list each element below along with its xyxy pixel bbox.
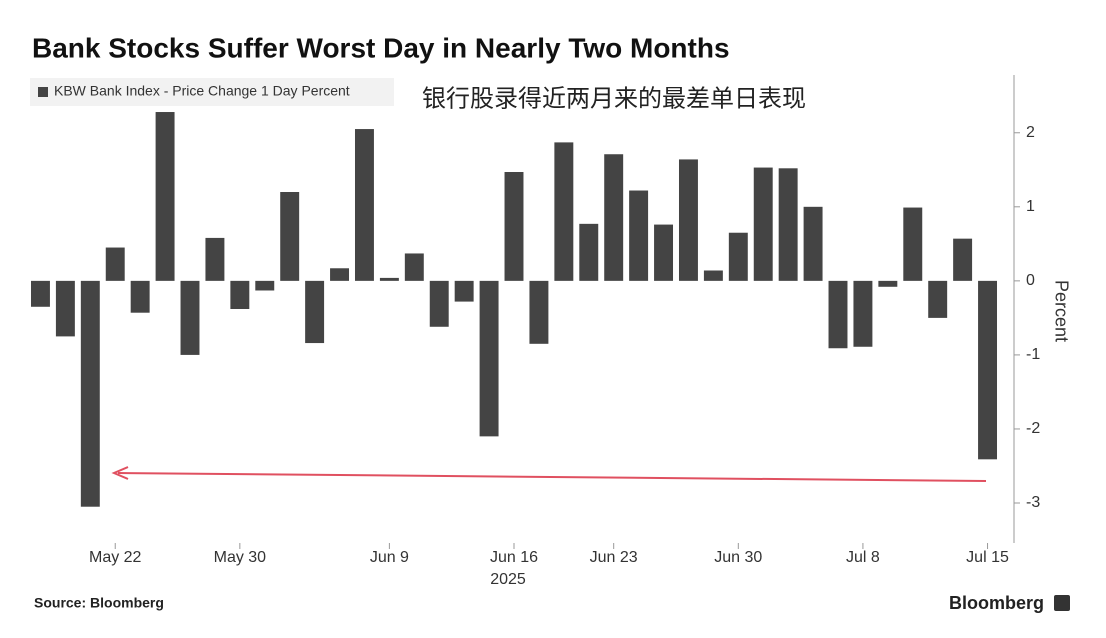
bar [953, 238, 973, 281]
arrow [117, 472, 987, 482]
x-tick-label: May 22 [89, 549, 142, 566]
bar [354, 129, 374, 281]
chart-title: Bank Stocks Suffer Worst Day in Nearly T… [32, 32, 730, 63]
bar [703, 270, 723, 281]
x-tick-label: Jul 8 [846, 549, 880, 566]
bar [479, 280, 499, 437]
x-tick-label: May 30 [214, 549, 267, 566]
y-axis-label: Percent [1051, 280, 1071, 342]
x-tick-label: Jun 23 [590, 549, 638, 566]
bar [305, 280, 325, 344]
bar [404, 253, 424, 281]
bar [280, 192, 300, 281]
y-tick-label: 0 [1026, 272, 1035, 289]
legend-label: KBW Bank Index - Price Change 1 Day Perc… [54, 83, 350, 99]
bar [155, 112, 175, 281]
bar [678, 159, 698, 281]
y-tick-label: -3 [1026, 494, 1040, 511]
bar [30, 280, 50, 307]
bar [753, 167, 773, 281]
y-tick-label: -1 [1026, 346, 1040, 363]
bar [903, 207, 923, 281]
brand-icon [1054, 595, 1070, 611]
bar [853, 280, 873, 347]
bar [579, 223, 599, 281]
bar [728, 232, 748, 281]
y-tick-label: -2 [1026, 420, 1040, 437]
bar [379, 277, 399, 281]
legend-box [30, 78, 394, 106]
annotation: 银行股录得近两月来的最差单日表现 [422, 85, 806, 112]
bar [180, 280, 200, 355]
bar [255, 280, 275, 291]
bar [878, 280, 898, 287]
x-tick-label: Jun 30 [714, 549, 762, 566]
y-tick-label: 1 [1026, 198, 1035, 215]
bar [554, 142, 574, 281]
bar [504, 172, 524, 281]
bar [205, 237, 225, 281]
bar [828, 280, 848, 349]
legend-swatch [38, 87, 48, 97]
y-tick-label: 2 [1026, 124, 1035, 141]
bar [454, 280, 474, 302]
x-tick-label: Jun 16 [490, 549, 538, 566]
bar [803, 206, 823, 281]
bar [230, 280, 250, 309]
arrow-head [111, 466, 129, 480]
bar [978, 280, 998, 460]
brand: Bloomberg [949, 593, 1044, 613]
bar [778, 168, 798, 281]
bar [130, 280, 150, 313]
bar [529, 280, 549, 344]
year-label: 2025 [490, 571, 526, 588]
bar [55, 280, 75, 337]
x-tick-label: Jun 9 [370, 549, 409, 566]
bar [105, 247, 125, 281]
bar [629, 190, 649, 281]
source: Source: Bloomberg [34, 595, 164, 611]
bar [80, 280, 100, 507]
bar [654, 224, 674, 281]
bar [330, 268, 350, 281]
bar [928, 280, 948, 318]
bar [429, 280, 449, 327]
bar [604, 154, 624, 281]
x-tick-label: Jul 15 [966, 549, 1009, 566]
